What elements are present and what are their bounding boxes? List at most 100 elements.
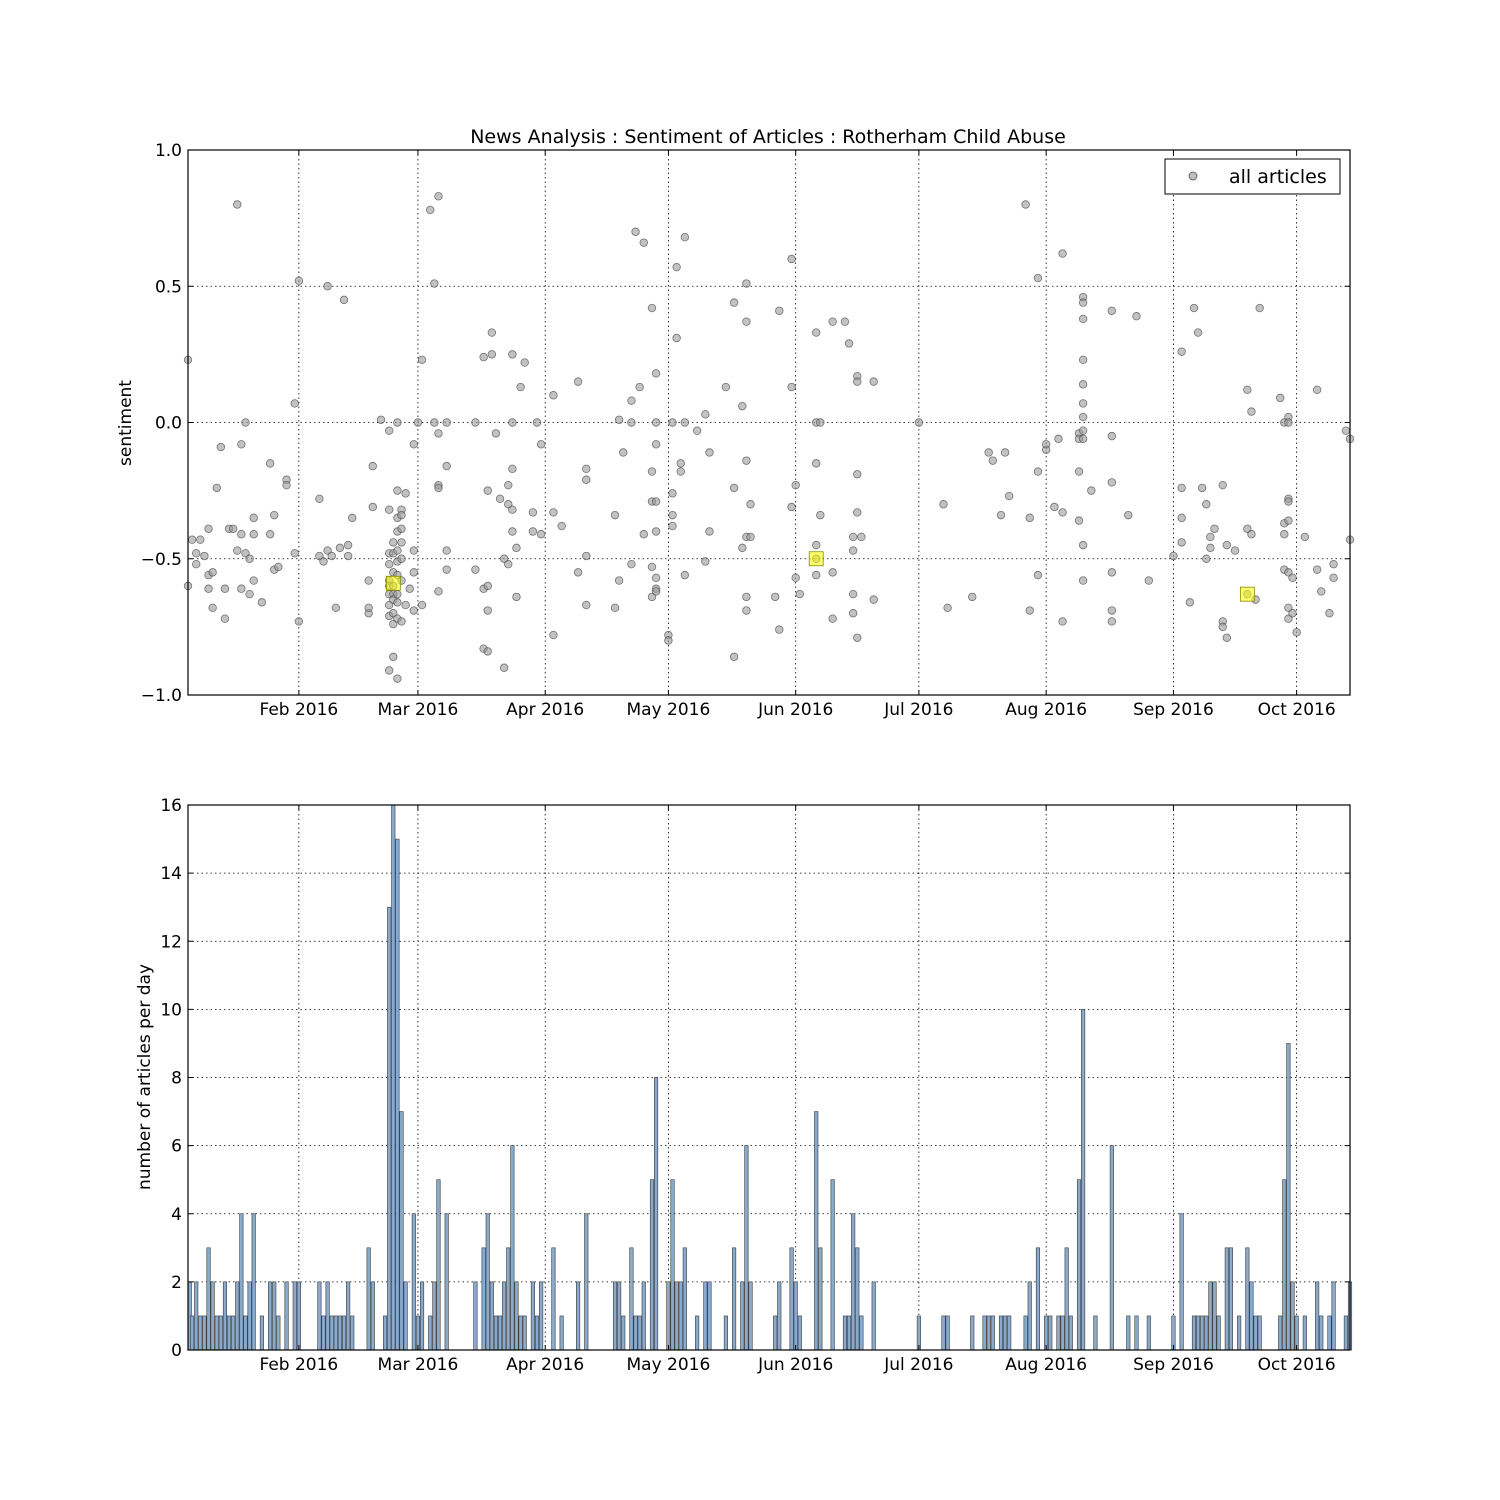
scatter-point: [1243, 385, 1252, 394]
scatter-point: [1210, 524, 1219, 533]
bar: [251, 1213, 256, 1351]
scatter-point: [848, 532, 858, 542]
scatter-point: [1078, 355, 1088, 365]
scatter-point: [627, 418, 636, 427]
bar: [670, 1179, 675, 1351]
bar: [641, 1281, 646, 1351]
y-tick-label: 0: [171, 1341, 182, 1361]
y-tick-label: 2: [171, 1273, 182, 1293]
bar: [522, 1315, 527, 1351]
x-tick-label: Apr 2016: [506, 1355, 584, 1375]
scatter-point: [393, 589, 402, 599]
scatter-point: [508, 418, 517, 427]
bar: [317, 1281, 322, 1351]
scatter-point: [639, 530, 648, 539]
bar: [387, 906, 392, 1351]
scatter-point: [397, 554, 406, 563]
scatter-point: [1206, 543, 1215, 553]
bar: [1027, 1281, 1032, 1351]
bar: [789, 1247, 794, 1351]
bar: [1253, 1315, 1258, 1351]
scatter-point: [787, 382, 796, 392]
scatter-point: [614, 415, 624, 424]
scatter-point: [409, 606, 419, 615]
scatter-point: [582, 600, 591, 610]
bar: [707, 1281, 712, 1351]
bar: [797, 1315, 802, 1351]
scatter-point: [536, 440, 546, 449]
bar: [793, 1281, 798, 1351]
bar: [493, 1315, 498, 1351]
scatter-point: [668, 510, 677, 520]
x-tick-label: May 2016: [626, 700, 710, 720]
x-tick-label: Feb 2016: [259, 700, 338, 720]
bar: [1003, 1315, 1008, 1351]
scatter-point: [200, 551, 209, 561]
scatter-point: [738, 543, 747, 553]
bar: [818, 1247, 823, 1351]
scatter-point: [516, 382, 525, 392]
scatter-point: [651, 527, 661, 536]
bar: [1126, 1315, 1131, 1351]
scatter-point: [331, 603, 341, 612]
scatter-point: [471, 418, 480, 427]
scatter-point: [512, 543, 521, 553]
x-tick-label: Oct 2016: [1258, 1355, 1336, 1375]
scatter-point: [319, 557, 328, 566]
y-tick-label: 0.5: [155, 277, 182, 297]
scatter-point: [968, 592, 977, 602]
bar: [990, 1315, 995, 1351]
scatter-point: [401, 600, 410, 610]
bar: [1007, 1315, 1012, 1351]
scatter-point: [237, 584, 246, 593]
scatter-x-ticks: Feb 2016 Mar 2016 Apr 2016 May 2016 Jun 2016…: [259, 150, 1336, 720]
scatter-point: [1317, 587, 1326, 596]
scatter-point: [393, 418, 402, 427]
scatter-point: [742, 317, 751, 326]
bar: [325, 1281, 330, 1351]
bar: [259, 1315, 264, 1351]
scatter-point: [1325, 609, 1334, 618]
bar: [366, 1247, 371, 1351]
bar: [218, 1315, 223, 1351]
bar: [1319, 1315, 1324, 1351]
bar: [530, 1281, 535, 1351]
scatter-point: [220, 614, 230, 623]
scatter-point: [610, 603, 620, 612]
scatter-point: [1074, 467, 1084, 476]
y-tick-label: 6: [171, 1137, 182, 1157]
bar-grid: [188, 805, 1350, 1350]
bar: [666, 1281, 671, 1351]
scatter-point: [828, 568, 837, 577]
legend-label: all articles: [1229, 166, 1327, 188]
scatter-point: [627, 396, 636, 405]
bar: [859, 1315, 864, 1351]
y-tick-label: −1.0: [141, 686, 182, 706]
sentiment-scatter-panel: News Analysis : Sentiment of Articles : …: [116, 126, 1355, 720]
bar: [637, 1315, 642, 1351]
bar: [1076, 1179, 1082, 1351]
bar: [329, 1315, 334, 1351]
scatter-point: [483, 647, 492, 656]
scatter-point: [742, 279, 751, 288]
scatter-point: [1292, 628, 1301, 637]
scatter-point: [397, 524, 406, 533]
y-tick-label: −0.5: [141, 550, 182, 570]
scatter-point: [499, 663, 509, 672]
bar: [383, 1315, 388, 1351]
bar: [941, 1315, 946, 1351]
bar: [403, 1281, 408, 1351]
scatter-point: [775, 306, 784, 315]
scatter-point: [812, 570, 821, 580]
scatter-point: [676, 467, 685, 476]
scatter-point: [257, 598, 267, 607]
bar: [1171, 1315, 1176, 1351]
bar: [576, 1281, 581, 1351]
scatter-point: [619, 448, 628, 457]
bar: [986, 1315, 991, 1351]
scatter-point: [738, 401, 747, 411]
scatter-point: [401, 489, 410, 498]
scatter-point: [1275, 393, 1285, 403]
scatter-point: [1078, 412, 1088, 422]
